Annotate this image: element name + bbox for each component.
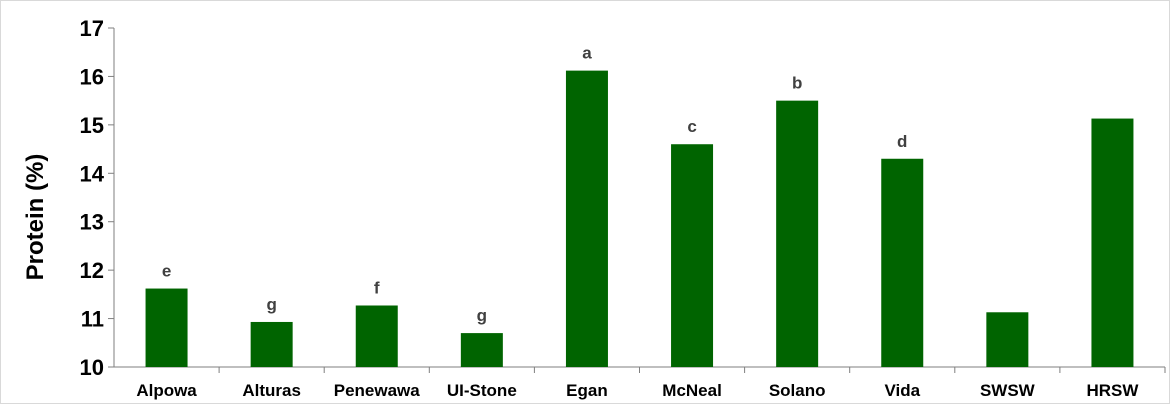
significance-label: c: [687, 117, 696, 136]
bar: [671, 144, 714, 367]
y-tick-label: 13: [80, 210, 104, 235]
x-tick-label: Alturas: [242, 381, 301, 400]
significance-label: g: [477, 306, 487, 325]
y-tick-label: 16: [80, 64, 104, 89]
bar: [250, 321, 293, 367]
y-tick-label: 11: [81, 307, 104, 332]
bar: [460, 333, 503, 367]
y-tick-label: 14: [80, 161, 105, 186]
data-labels: e g f g a c b d: [162, 44, 908, 325]
bars: [145, 70, 1134, 368]
x-axis: Alpowa Alturas Penewawa UI-Stone Egan McNeal S…: [114, 366, 1166, 400]
bar: [145, 288, 188, 367]
x-tick-label: McNeal: [662, 381, 722, 400]
significance-label: d: [897, 132, 907, 151]
significance-label: g: [266, 295, 276, 314]
y-tick-label: 10: [80, 355, 104, 380]
significance-label: b: [792, 74, 802, 93]
x-tick-label: Alpowa: [136, 381, 197, 400]
x-tick-label: Solano: [769, 381, 826, 400]
x-tick-label: Penewawa: [334, 381, 421, 400]
bar: [1091, 118, 1134, 367]
significance-label: f: [374, 278, 380, 297]
y-axis: 10 11 12 13 14 15 16 17: [80, 16, 115, 380]
y-axis-label: Protein (%): [22, 154, 49, 281]
x-tick-label: UI-Stone: [447, 381, 517, 400]
x-tick-label: Egan: [566, 381, 608, 400]
significance-label: a: [582, 44, 592, 63]
bar: [355, 305, 398, 367]
bar: [986, 312, 1029, 367]
y-tick-label: 15: [80, 113, 104, 138]
y-tick-label: 12: [80, 258, 104, 283]
bar: [881, 158, 924, 367]
significance-label: e: [162, 262, 171, 281]
bar: [565, 70, 608, 368]
x-tick-label: HRSW: [1086, 381, 1139, 400]
x-tick-label: Vida: [884, 381, 920, 400]
y-tick-label: 17: [80, 16, 104, 41]
bar: [776, 100, 819, 368]
x-tick-label: SWSW: [980, 381, 1036, 400]
